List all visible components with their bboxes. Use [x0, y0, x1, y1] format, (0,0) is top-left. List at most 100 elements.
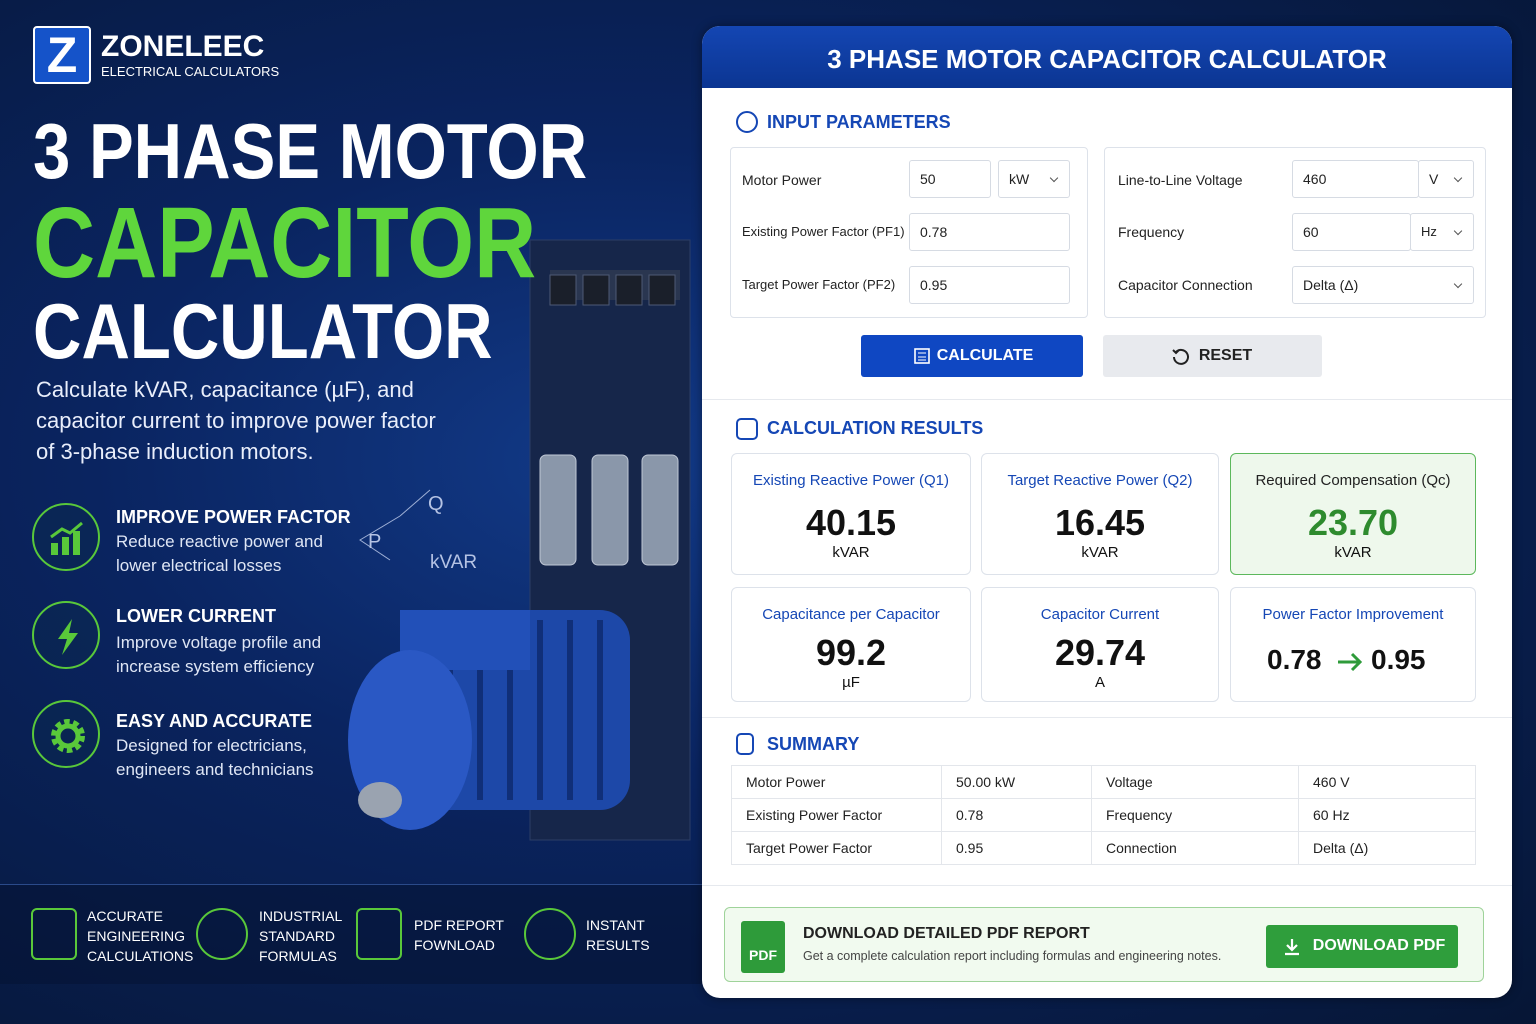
summary-row: Motor Power 50.00 kW Voltage 460 V	[731, 765, 1476, 799]
cell: 50.00 kW	[941, 765, 1092, 799]
summary-row: Target Power Factor 0.95 Connection Delta (…	[731, 831, 1476, 865]
download-text: Get a complete calculation report includ…	[803, 949, 1222, 963]
hero-description: Calculate kVAR, capacitance (µF), and ca…	[36, 374, 436, 467]
cell: Voltage	[1091, 765, 1299, 799]
cell: 0.78	[941, 798, 1092, 832]
section-heading: SUMMARY	[767, 734, 860, 754]
summary-row: Existing Power Factor 0.78 Frequency 60 Hz	[731, 798, 1476, 832]
description-line: Calculate kVAR, capacitance (µF), and	[36, 377, 414, 402]
result-value: 23.70	[1307, 502, 1399, 543]
input-label: Motor Power	[742, 172, 822, 188]
brand-name: ZONELEEC	[101, 30, 265, 63]
diagram-label: kVAR	[430, 552, 478, 573]
result-label: Target Reactive Power (Q2)	[1007, 472, 1193, 489]
line: STANDARD	[259, 928, 335, 944]
reset-button[interactable]: RESET	[1103, 335, 1322, 377]
pdf-icon: PDF	[741, 921, 785, 973]
line: engineers and technicians	[116, 760, 314, 779]
line: lower electrical losses	[116, 556, 282, 575]
feature-title: LOWER CURRENT	[116, 606, 276, 626]
motor-illustration	[348, 239, 691, 841]
calculator-title: 3 PHASE MOTOR CAPACITOR CALCULATOR	[702, 26, 1512, 88]
calculate-button[interactable]: CALCULATE	[861, 335, 1083, 377]
connection-select[interactable]: Delta (Δ)	[1292, 266, 1474, 304]
result-unit: kVAR	[1081, 544, 1119, 561]
result-unit: kVAR	[1334, 544, 1372, 561]
brand-tagline: ELECTRICAL CALCULATORS	[101, 64, 280, 79]
line: PDF REPORT	[414, 917, 504, 933]
badge-icon	[524, 908, 576, 960]
section-heading: CALCULATION RESULTS	[767, 418, 984, 438]
section-heading: INPUT PARAMETERS	[767, 112, 951, 132]
section-icon	[736, 733, 754, 755]
result-card: Power Factor Improvement 0.78 0.95	[1230, 587, 1476, 702]
download-icon	[1285, 939, 1299, 956]
unit-select[interactable]: V	[1418, 160, 1474, 198]
result-card: Target Reactive Power (Q2) 16.45 kVAR	[981, 453, 1219, 575]
line: RESULTS	[586, 937, 650, 953]
input-label: Existing Power Factor (PF1)	[742, 224, 905, 239]
input-label: Frequency	[1118, 224, 1185, 240]
badge-strip	[0, 884, 702, 984]
result-value: 29.74	[1054, 632, 1146, 673]
result-card: Capacitance per Capacitor 99.2 µF	[731, 587, 971, 702]
cell: 460 V	[1298, 765, 1476, 799]
reset-icon	[1172, 348, 1189, 365]
description-line: capacitor current to improve power facto…	[36, 408, 436, 433]
line: increase system efficiency	[116, 657, 315, 676]
feature-icon	[32, 700, 100, 768]
badge-icon	[31, 908, 77, 960]
pf-from: 0.78	[1267, 644, 1322, 675]
divider	[702, 399, 1512, 400]
feature-title: EASY AND ACCURATE	[116, 711, 313, 731]
input-field[interactable]: 60	[1292, 213, 1411, 251]
input-group	[730, 147, 1088, 318]
result-label: Existing Reactive Power (Q1)	[753, 472, 949, 489]
calculator-icon	[914, 348, 930, 364]
result-value: 40.15	[805, 502, 897, 543]
summary-table: Motor Power 50.00 kW Voltage 460 V Existing…	[731, 765, 1476, 865]
description-line: of 3-phase induction motors.	[36, 439, 314, 464]
cell: Existing Power Factor	[731, 798, 942, 832]
download-button[interactable]: DOWNLOAD PDF	[1266, 925, 1458, 968]
line: FORMULAS	[259, 948, 337, 964]
cell: Frequency	[1091, 798, 1299, 832]
line: Improve voltage profile and	[116, 633, 322, 652]
feature-title: IMPROVE POWER FACTOR	[116, 507, 351, 527]
input-field[interactable]: 0.95	[909, 266, 1070, 304]
logo: Z	[33, 26, 91, 84]
input-field[interactable]: 460	[1292, 160, 1419, 198]
badge-icon	[196, 908, 248, 960]
hero-title: 3 PHASE MOTOR	[33, 107, 588, 195]
feature-text: Reduce reactive power and lower electrica…	[116, 530, 323, 578]
cell: Connection	[1091, 831, 1299, 865]
unit-select[interactable]: kW	[998, 160, 1070, 198]
hero-title: CAPACITOR	[33, 187, 537, 299]
section-icon	[736, 111, 758, 133]
divider	[702, 717, 1512, 718]
badge-text: INDUSTRIAL STANDARD FORMULAS	[259, 906, 342, 966]
input-field[interactable]: 0.78	[909, 213, 1070, 251]
diagram-label: P	[368, 531, 382, 553]
result-card: Capacitor Current 29.74 A	[981, 587, 1219, 702]
result-label: Capacitance per Capacitor	[762, 606, 940, 623]
arrow-icon	[1338, 652, 1363, 672]
cell: Target Power Factor	[731, 831, 942, 865]
input-group	[1104, 147, 1486, 318]
result-label: Required Compensation (Qc)	[1255, 472, 1451, 489]
input-field[interactable]: 50	[909, 160, 991, 198]
cell: Delta (Δ)	[1298, 831, 1476, 865]
unit-select[interactable]: Hz	[1410, 213, 1474, 251]
badge-text: PDF REPORT FOWNLOAD	[414, 915, 504, 955]
line: CALCULATIONS	[87, 948, 194, 964]
input-label: Line-to-Line Voltage	[1118, 172, 1243, 188]
result-label: Capacitor Current	[1040, 606, 1160, 623]
diagram-label: Q	[428, 493, 444, 515]
result-card: Required Compensation (Qc) 23.70 kVAR	[1230, 453, 1476, 575]
line: INDUSTRIAL	[259, 908, 343, 924]
result-value: 99.2	[815, 632, 887, 673]
cell: 0.95	[941, 831, 1092, 865]
line: INSTANT	[586, 917, 645, 933]
